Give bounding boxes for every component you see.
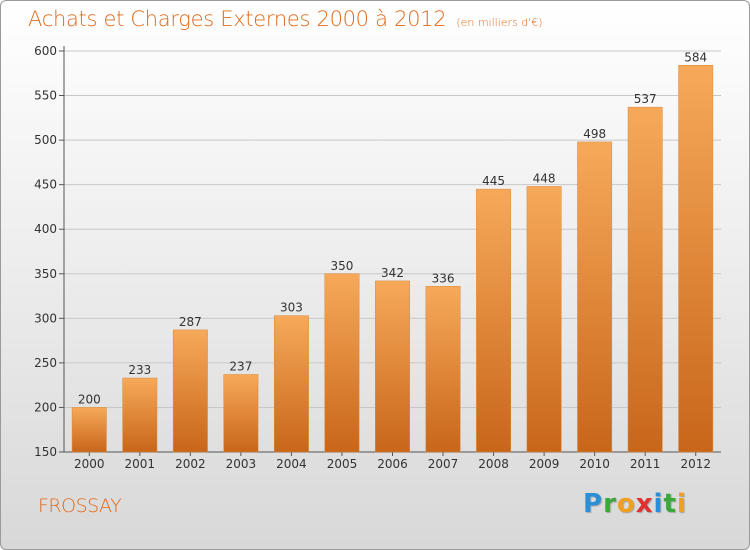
commune-name: FROSSAY — [38, 495, 122, 517]
x-tick-label: 2012 — [680, 457, 711, 471]
x-tick-label: 2003 — [226, 457, 257, 471]
y-tick-label: 500 — [34, 133, 57, 147]
logo-letter: t — [663, 489, 677, 519]
value-label: 584 — [684, 50, 707, 64]
bar — [223, 374, 259, 453]
bar — [172, 329, 208, 453]
bar — [122, 377, 158, 453]
x-tick-label: 2005 — [327, 457, 358, 471]
y-tick-label: 550 — [34, 89, 57, 103]
y-tick-label: 300 — [34, 311, 57, 325]
value-label: 233 — [128, 363, 151, 377]
bar — [577, 141, 613, 453]
logo-letter: o — [616, 489, 636, 519]
value-label: 498 — [583, 127, 606, 141]
value-label: 342 — [381, 266, 404, 280]
bar — [526, 186, 562, 453]
y-tick-label: 150 — [34, 445, 57, 459]
x-tick-label: 2002 — [175, 457, 206, 471]
x-tick-label: 2011 — [630, 457, 661, 471]
bars — [71, 65, 714, 453]
value-label: 350 — [331, 259, 354, 273]
y-tick-label: 350 — [34, 267, 57, 281]
bar — [324, 273, 360, 453]
y-tick-label: 400 — [34, 222, 57, 236]
x-tick-label: 2001 — [125, 457, 156, 471]
y-tick-label: 250 — [34, 356, 57, 370]
logo-letter: i — [653, 489, 664, 519]
y-tick-label: 450 — [34, 178, 57, 192]
bar — [375, 280, 410, 453]
bar — [627, 106, 663, 453]
chart-subtitle: (en milliers d'€) — [456, 16, 543, 29]
value-label: 336 — [432, 271, 455, 285]
proxiti-logo: Proxiti — [583, 489, 687, 519]
x-tick-label: 2004 — [276, 457, 307, 471]
value-label: 303 — [280, 301, 303, 315]
bar — [425, 286, 461, 453]
logo-letter: i — [676, 489, 687, 519]
bar — [273, 315, 309, 453]
logo-letter: r — [603, 489, 617, 519]
logo-letter: P — [583, 489, 604, 519]
value-label: 237 — [229, 359, 252, 373]
logo-letter: x — [635, 489, 654, 519]
value-label: 287 — [179, 315, 202, 329]
x-tick-label: 2006 — [377, 457, 408, 471]
y-tick-label: 200 — [34, 400, 57, 414]
bar — [678, 65, 714, 453]
value-label: 448 — [533, 171, 556, 185]
y-tick-label: 600 — [34, 44, 57, 58]
x-tick-label: 2010 — [579, 457, 610, 471]
chart-title: Achats et Charges Externes 2000 à 2012 (e… — [28, 7, 543, 31]
labels: 200 2000 233 2001 287 2002 237 2003 303 2004 350 20… — [74, 50, 711, 471]
bar — [476, 188, 512, 453]
value-label: 537 — [634, 92, 657, 106]
value-label: 445 — [482, 174, 505, 188]
bar — [71, 407, 107, 453]
x-tick-label: 2000 — [74, 457, 105, 471]
x-tick-label: 2008 — [478, 457, 509, 471]
value-label: 200 — [78, 392, 101, 406]
x-tick-label: 2007 — [428, 457, 459, 471]
x-tick-label: 2009 — [529, 457, 560, 471]
